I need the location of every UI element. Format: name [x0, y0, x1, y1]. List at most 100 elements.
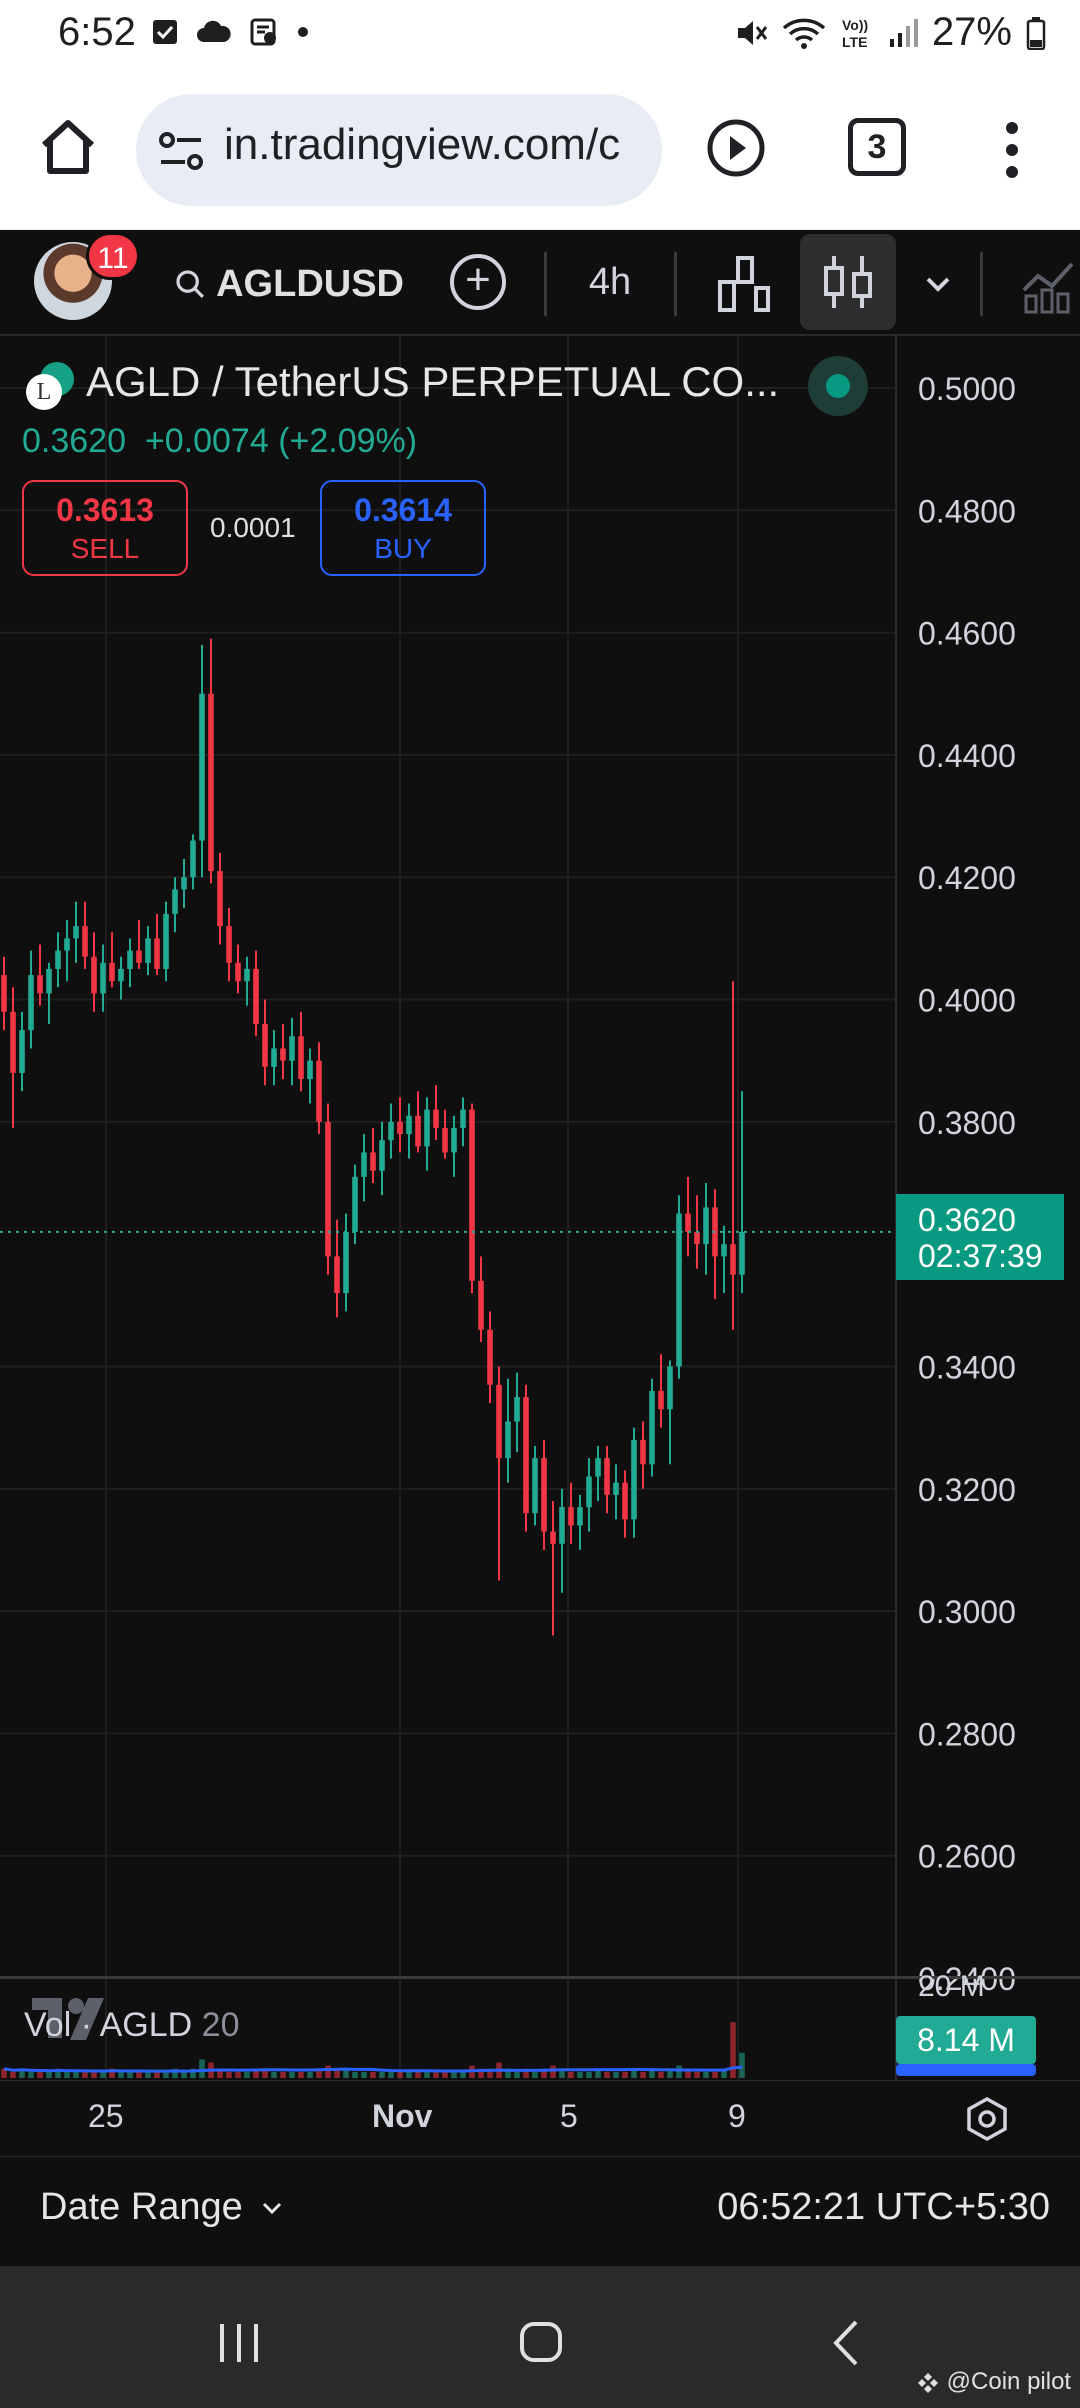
candle-body [82, 926, 88, 957]
sell-button[interactable]: 0.3613 SELL [22, 480, 188, 576]
candle-body [73, 926, 79, 939]
volume-bar [55, 2068, 61, 2078]
settings-icon[interactable] [964, 2096, 1010, 2142]
watermark-text: @Coin pilot [946, 2368, 1072, 2395]
price-axis-label: 0.5000 [918, 371, 1016, 407]
volume-bar [307, 2071, 313, 2078]
volume-bar [289, 2071, 295, 2078]
volume-bar [676, 2065, 682, 2078]
market-open-icon[interactable] [808, 356, 868, 416]
date-range-button[interactable]: Date Range [40, 2186, 285, 2229]
search-icon [176, 270, 205, 298]
symbol-search-button[interactable]: AGLDUSD [174, 254, 404, 314]
volume-bar [505, 2068, 511, 2078]
volume-bar [163, 2071, 169, 2078]
url-text[interactable]: in.tradingview.com/c [224, 120, 621, 169]
site-settings-icon[interactable] [158, 128, 204, 174]
buy-button[interactable]: 0.3614 BUY [320, 480, 486, 576]
candle-body [613, 1482, 619, 1495]
candle-body [388, 1121, 394, 1141]
chevron-down-icon[interactable] [920, 266, 956, 302]
volume-bar [685, 2068, 691, 2078]
volume-bar [1, 2068, 7, 2078]
candle-body [46, 968, 52, 994]
candle-body [190, 840, 196, 878]
volume-bar [694, 2071, 700, 2078]
recents-icon[interactable] [216, 2322, 262, 2364]
price-axis-label: 0.4000 [918, 983, 1016, 1019]
candle-body [118, 968, 124, 982]
candle-body [667, 1366, 673, 1410]
price-chart[interactable]: 0.5000 0.4800 0.4600 0.4400 0.4200 0.4000 0.38… [0, 336, 1080, 2156]
dot-icon [298, 27, 308, 37]
volume-bar [37, 2071, 43, 2078]
candle-body [694, 1231, 700, 1245]
volume-bar [334, 2068, 340, 2078]
volume-bar [424, 2071, 430, 2078]
volume-bar [253, 2068, 259, 2078]
candle-body [442, 1127, 448, 1153]
volume-bar [91, 2071, 97, 2078]
volume-bar [190, 2068, 196, 2078]
volume-bar [550, 2065, 556, 2078]
volume-bar [478, 2068, 484, 2078]
add-symbol-button[interactable]: + [450, 254, 506, 310]
price-axis-label: 0.3000 [918, 1594, 1016, 1630]
notification-badge[interactable]: 11 [86, 232, 140, 280]
volume-bar [739, 2052, 745, 2078]
indicators-icon[interactable] [1020, 250, 1080, 316]
symbol-title[interactable]: AGLD / TetherUS PERPETUAL CO... [86, 358, 780, 405]
battery-icon [1026, 16, 1046, 50]
price-axis-label: 0.3200 [918, 1472, 1016, 1508]
binance-icon [918, 2372, 938, 2393]
timezone-clock[interactable]: 06:52:21 UTC+5:30 [717, 2186, 1050, 2228]
tab-switcher-button[interactable]: 3 [848, 118, 906, 176]
candle-body [460, 1109, 466, 1128]
address-bar[interactable]: in.tradingview.com/c [136, 94, 662, 206]
play-icon[interactable] [706, 118, 766, 178]
candle-body [649, 1390, 655, 1465]
candle-body [451, 1127, 457, 1153]
bar-chart-type-icon[interactable] [716, 252, 772, 316]
volume-bar [397, 2071, 403, 2078]
cloud-icon [197, 20, 231, 42]
time-axis[interactable] [0, 2080, 1080, 2156]
candles-chart-type-button[interactable] [800, 234, 896, 330]
pane-divider[interactable] [0, 1976, 1080, 1979]
candle-body [379, 1140, 385, 1171]
home-nav-icon[interactable] [518, 2318, 564, 2366]
candle-body [631, 1439, 637, 1520]
volume-bar [721, 2068, 727, 2078]
home-icon[interactable] [36, 115, 100, 179]
volume-legend[interactable]: Vol · AGLD 20 [24, 2006, 239, 2045]
more-options-icon[interactable] [990, 120, 1034, 180]
candle-body [478, 1280, 484, 1330]
volume-bar [316, 2068, 322, 2078]
battery-percent: 27% [931, 10, 1012, 54]
candles-icon [824, 256, 872, 308]
candle-body [685, 1213, 691, 1232]
volume-bar [523, 2068, 529, 2078]
time-tick: 25 [88, 2098, 124, 2134]
volume-bar [118, 2071, 124, 2078]
mute-icon [737, 20, 768, 45]
current-price: 0.3620 [918, 1202, 1016, 1238]
candle-body [163, 913, 169, 969]
candle-body [514, 1397, 520, 1422]
price-axis-label: 0.3400 [918, 1349, 1016, 1385]
chart-bottom-bar [0, 2156, 1080, 2266]
volume-bar [613, 2071, 619, 2078]
candle-body [217, 871, 223, 927]
interval-button[interactable]: 4h [588, 261, 632, 303]
back-icon[interactable] [830, 2318, 860, 2368]
price-axis-label: 0.2400 [918, 1961, 1016, 1997]
volume-bar [325, 2065, 331, 2078]
candle-body [37, 975, 43, 994]
candle-body [721, 1244, 727, 1257]
volume-bar [541, 2068, 547, 2078]
volume-bar [577, 2071, 583, 2078]
volume-ma-tag [896, 2064, 1036, 2076]
candle-body [406, 1115, 412, 1135]
volume-bar [46, 2071, 52, 2078]
candle-body [739, 1231, 745, 1275]
